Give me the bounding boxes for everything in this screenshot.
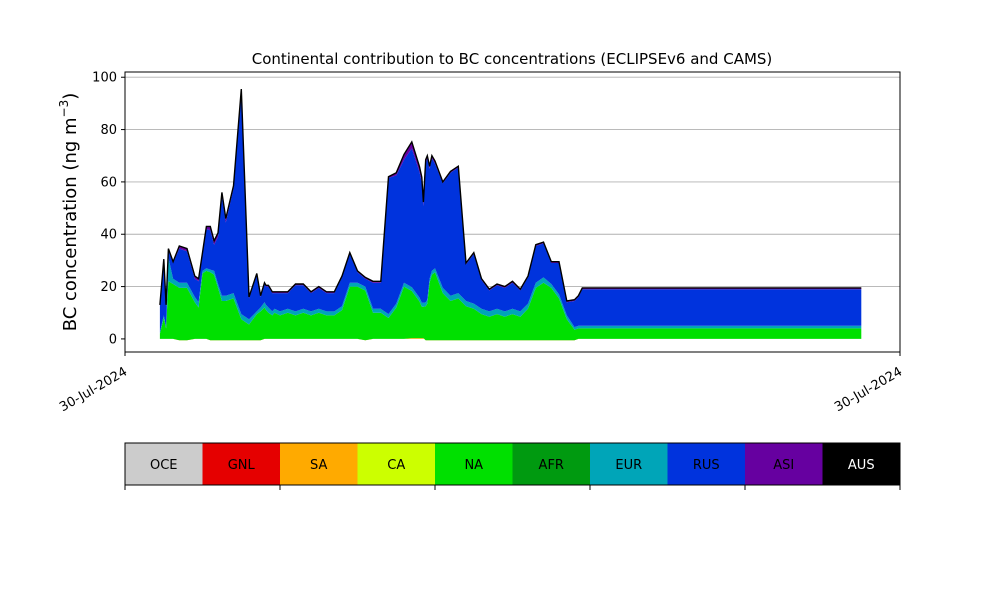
area-eur [159, 257, 862, 334]
legend-label-rus: RUS [693, 458, 720, 473]
total-line [159, 88, 862, 305]
area-na [159, 270, 862, 341]
y-axis-label-close: ) [60, 93, 81, 100]
legend-swatch-asi [745, 443, 823, 485]
legend-swatch-afr [512, 443, 590, 485]
y-axis-label-superscript: −3 [57, 100, 71, 118]
legend-label-sa: SA [310, 458, 327, 473]
legend-label-oce: OCE [150, 458, 178, 473]
axes: 0 20 40 60 80 100 30-Jul-2024 30-Jul-2024 [57, 71, 905, 415]
legend-label-asi: ASI [773, 458, 794, 473]
x-tick-label: 30-Jul-2024 [57, 364, 130, 415]
plot-frame [124, 71, 901, 353]
legend-swatch-ca [357, 443, 435, 485]
area-asi [159, 89, 862, 307]
y-tick-label: 60 [100, 175, 117, 190]
legend-swatch-eur [590, 443, 668, 485]
grid-lines [125, 76, 900, 288]
y-axis-label: BC concentration (ng m−3) [57, 93, 81, 332]
legend-label-na: NA [464, 458, 483, 473]
legend-frame [124, 442, 901, 486]
legend-swatch-na [435, 443, 513, 485]
legend-label-afr: AFR [539, 458, 564, 473]
legend-label-eur: EUR [615, 458, 642, 473]
legend-colorbar: OCE GNL SA CA NA AFR EUR RUS ASI AUS [124, 442, 901, 490]
legend-swatch-gnl [202, 443, 280, 485]
x-tick-label: 30-Jul-2024 [832, 364, 905, 415]
y-axis-label-text: BC concentration (ng m [60, 117, 81, 331]
y-tick-label: 20 [100, 280, 117, 295]
y-tick-label: 40 [100, 228, 117, 243]
y-tick-label: 100 [92, 71, 117, 86]
legend-label-aus: AUS [848, 458, 875, 473]
chart-title: Continental contribution to BC concentra… [252, 50, 773, 68]
legend-swatch-sa [280, 443, 358, 485]
stacked-areas [159, 88, 862, 341]
y-tick-label: 80 [100, 123, 117, 138]
legend-label-ca: CA [387, 458, 405, 473]
y-tick-label: 0 [109, 332, 117, 347]
legend-swatch-aus [822, 443, 900, 485]
legend-swatch-oce [125, 443, 203, 485]
legend-label-gnl: GNL [228, 458, 256, 473]
area-rus [159, 91, 862, 333]
legend-swatch-rus [667, 443, 745, 485]
